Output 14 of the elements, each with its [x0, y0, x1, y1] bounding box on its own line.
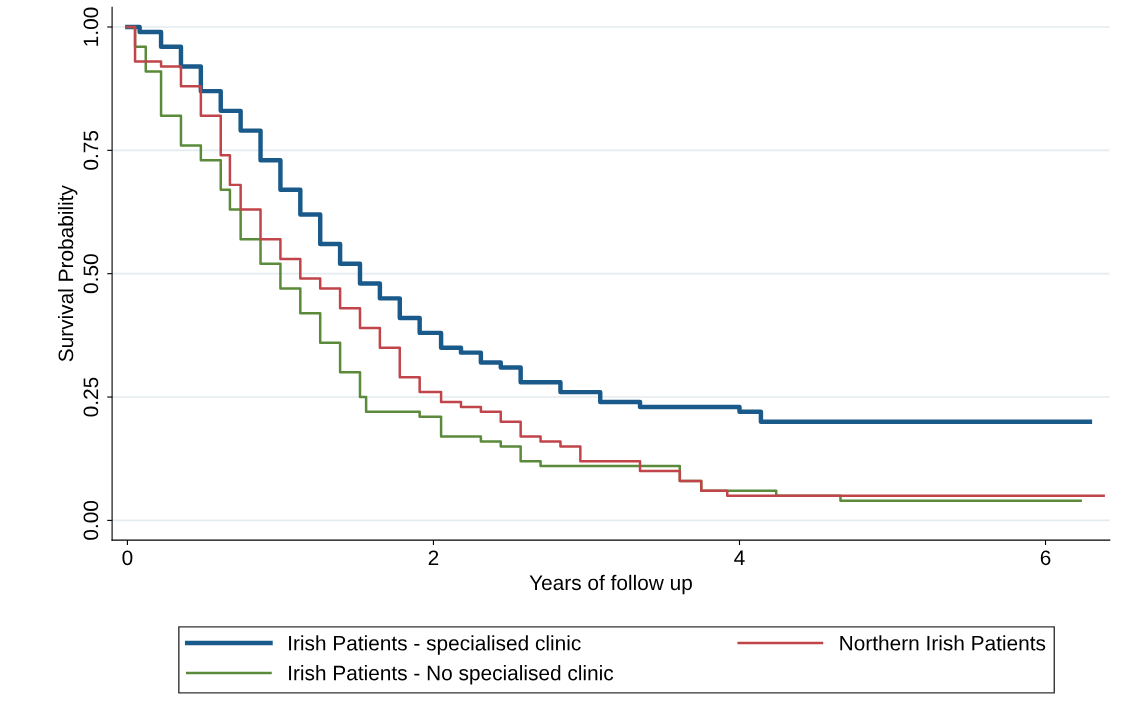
y-tick-label: 0.25: [83, 377, 99, 417]
x-tick-label: 6: [1040, 550, 1051, 566]
x-tick-label: 2: [428, 550, 439, 565]
y-tick-label: 0.50: [83, 254, 99, 294]
x-tick-label: 0: [122, 550, 133, 566]
y-axis-title: Survival Probability: [57, 185, 78, 362]
x-tick-label: 4: [734, 550, 745, 565]
y-tick-label: 1.00: [83, 7, 99, 46]
y-tick-label: 0.00: [83, 500, 99, 540]
x-axis-title: Years of follow up: [529, 574, 692, 595]
legend-label: Irish Patients - specialised clinic: [289, 635, 581, 655]
legend-label: Irish Patients - No specialised clinic: [289, 665, 614, 685]
legend-label: Northern Irish Patients: [840, 635, 1046, 651]
y-tick-label: 0.75: [83, 130, 99, 170]
